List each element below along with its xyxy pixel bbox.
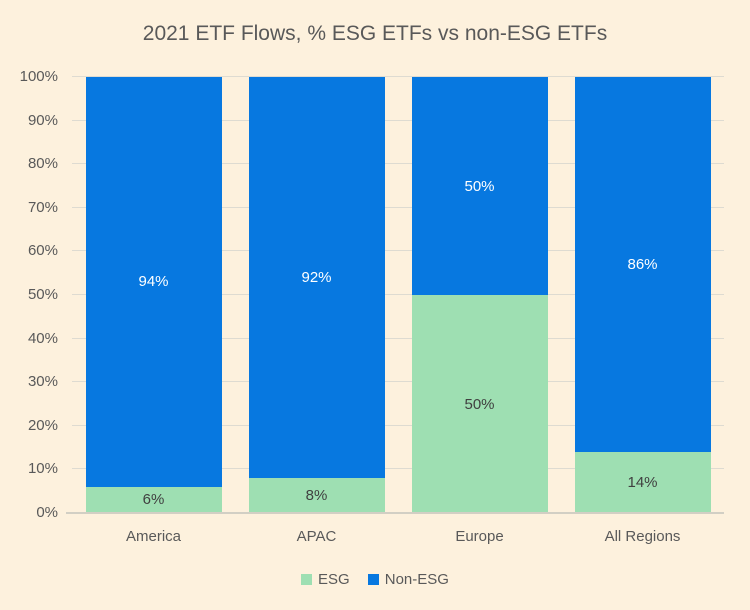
- data-label-esg-all-regions: 14%: [627, 473, 658, 491]
- data-label-non-esg-america: 94%: [138, 273, 169, 291]
- gridline-50: [72, 294, 724, 295]
- x-axis-label-all-regions: All Regions: [604, 528, 681, 545]
- data-label-non-esg-all-regions: 86%: [627, 255, 658, 273]
- segment-esg-all-regions: 14%: [574, 451, 711, 513]
- y-axis-tick-label-40: 40%: [27, 329, 58, 347]
- plot-area: 6% 94% 8% 92% 50% 50% 14% 86%: [72, 76, 724, 513]
- data-label-esg-europe: 50%: [464, 395, 495, 413]
- gridline-30: [72, 381, 724, 383]
- x-axis-labels: America APAC Europe All Regions: [72, 528, 724, 545]
- stacked-bar-apac: 8% 92%: [248, 77, 385, 513]
- y-axis-tick-label-90: 90%: [27, 111, 58, 129]
- segment-non-esg-all-regions: 86%: [574, 77, 711, 452]
- segment-esg-america: 6%: [85, 486, 222, 513]
- legend-swatch-icon: [301, 574, 313, 585]
- y-axis-tick-label-60: 60%: [27, 242, 58, 260]
- legend-label: ESG: [318, 571, 350, 588]
- legend-item-esg: ESG: [301, 571, 350, 588]
- segment-esg-apac: 8%: [248, 478, 385, 513]
- legend-swatch-icon: [367, 574, 379, 585]
- chart-title: 2021 ETF Flows, % ESG ETFs vs non-ESG ET…: [142, 22, 608, 45]
- bars-group: 6% 94% 8% 92% 50% 50% 14% 86%: [72, 77, 724, 513]
- segment-non-esg-europe: 50%: [411, 77, 548, 295]
- gridline-80: [72, 163, 724, 165]
- bar-slot-america: 6% 94%: [72, 77, 235, 513]
- stacked-bar-europe: 50% 50%: [411, 77, 548, 513]
- y-axis-tick-label-50: 50%: [27, 286, 58, 303]
- x-axis-label-europe: Europe: [455, 528, 504, 545]
- gridline-70: [72, 206, 724, 208]
- segment-non-esg-america: 94%: [85, 77, 222, 487]
- gridline-60: [72, 250, 724, 252]
- y-axis-tick-label-0: 0%: [36, 504, 58, 521]
- bar-slot-apac: 8% 92%: [235, 77, 398, 513]
- legend-item-non-esg: Non-ESG: [367, 571, 449, 588]
- x-axis-label-america: America: [125, 528, 181, 545]
- x-axis-label-apac: APAC: [296, 528, 337, 545]
- x-axis-line: [66, 512, 724, 514]
- stacked-bar-all-regions: 14% 86%: [574, 77, 711, 513]
- y-axis-tick-label-80: 80%: [27, 155, 58, 173]
- y-axis-tick-label-10: 10%: [27, 460, 58, 478]
- gridline-20: [72, 424, 724, 426]
- gridline-90: [72, 119, 724, 121]
- segment-esg-europe: 50%: [411, 295, 548, 513]
- y-axis-tick-label-20: 20%: [27, 416, 58, 434]
- gridline-40: [72, 337, 724, 339]
- bar-slot-all-regions: 14% 86%: [561, 77, 724, 513]
- gridline-10: [72, 468, 724, 470]
- legend: ESG Non-ESG: [0, 571, 750, 588]
- data-label-non-esg-apac: 92%: [301, 269, 332, 287]
- y-axis-tick-label-100: 100%: [19, 68, 58, 85]
- data-label-esg-apac: 8%: [305, 487, 328, 505]
- data-label-esg-america: 6%: [142, 491, 165, 509]
- y-axis-tick-label-30: 30%: [27, 373, 58, 391]
- bar-slot-europe: 50% 50%: [398, 77, 561, 513]
- segment-non-esg-apac: 92%: [248, 77, 385, 479]
- legend-label: Non-ESG: [384, 571, 449, 588]
- y-axis-tick-label-70: 70%: [27, 198, 58, 216]
- stacked-bar-america: 6% 94%: [85, 77, 222, 513]
- gridline-100: [72, 76, 724, 77]
- data-label-non-esg-europe: 50%: [464, 177, 495, 195]
